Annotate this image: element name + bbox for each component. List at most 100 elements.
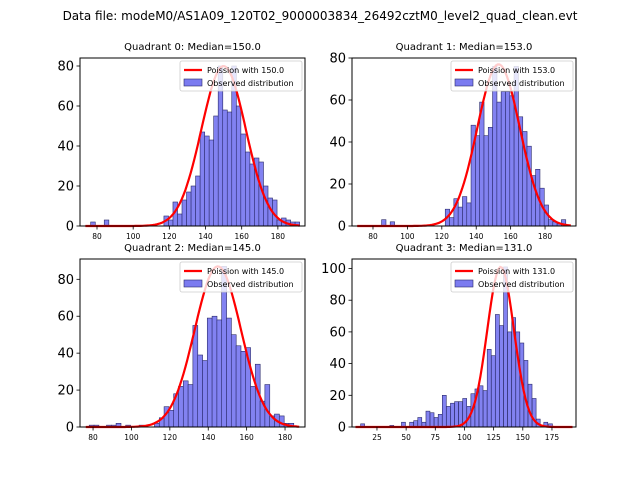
histogram-bar [490,355,496,428]
legend: Poission with 131.0 Observed distribution [450,261,574,293]
y-tick-label: 80 [329,52,346,67]
subplot-quadrant-0: Quadrant 0: Median=150.0 0 20 40 60 80 80 100 12… [57,42,306,241]
y-tick-label: 40 [57,347,74,362]
legend-label-poisson: Poission with 131.0 [478,267,555,276]
histogram-bar [197,354,203,428]
x-tick-label: 180 [538,232,553,241]
histogram-bar [433,417,439,428]
histogram-bar [478,385,484,428]
x-tick-label: 160 [503,232,518,241]
figure-suptitle: Data file: modeM0/AS1A09_120T02_90000038… [62,9,578,23]
histogram-bar [466,202,472,227]
legend-box [179,261,303,293]
x-tick-label: 150 [516,433,531,442]
histogram-bar [230,334,237,428]
histogram-bar [240,351,247,428]
x-tick-label: 175 [545,433,560,442]
x-tick-label: 140 [469,232,484,241]
legend-bar-swatch [454,279,474,288]
histogram-bar [458,401,463,428]
y-tick-label: 40 [329,357,346,372]
histogram-bar [245,151,251,227]
histogram-bar [178,386,184,428]
subplot-title: Quadrant 0: Median=150.0 [124,42,261,53]
histogram-bar [192,325,199,428]
legend-label-poisson: Poission with 145.0 [207,267,284,276]
x-tick-label: 100 [400,232,415,241]
histogram-bar [240,133,246,227]
histogram-bar [190,185,196,227]
x-tick-label: 100 [124,433,139,442]
histogram-bar [168,219,174,227]
histogram-bar [446,406,451,428]
legend: Poission with 150.0 Observed distribution [179,60,303,92]
y-tick-label: 80 [57,60,74,75]
histogram-bar [450,402,455,428]
legend-bar-swatch [183,78,203,87]
histogram-bar [213,115,219,227]
x-tick-label: 180 [271,232,286,241]
x-tick-label: 140 [198,232,213,241]
y-tick-label: 0 [66,421,74,436]
legend-label-poisson: Poission with 150.0 [207,66,284,75]
legend-bar-swatch [454,78,474,87]
histogram-bar [263,185,269,227]
y-tick-label: 60 [57,310,74,325]
histogram-bar [425,410,431,428]
x-tick-label: 140 [201,433,216,442]
x-tick-label: 100 [457,433,472,442]
histogram-bar [475,135,481,227]
x-tick-label: 80 [368,232,378,241]
histogram-bar [235,345,242,428]
subplot-title: Quadrant 1: Median=153.0 [396,42,533,53]
x-tick-label: 80 [88,433,98,442]
x-tick-label: 120 [163,433,178,442]
y-tick-label: 40 [329,136,346,151]
legend: Poission with 145.0 Observed distribution [179,261,303,293]
histogram-bar [507,331,512,428]
y-tick-label: 20 [329,389,346,404]
histogram-bar [500,91,506,227]
x-tick-label: 160 [235,232,250,241]
subplot-quadrant-2: Quadrant 2: Median=145.0 0 20 40 60 80 80 100 12… [57,243,306,442]
x-tick-label: 80 [92,232,102,241]
y-tick-label: 60 [329,94,346,109]
subplot-title: Quadrant 2: Median=145.0 [124,243,261,254]
histogram-bar [495,314,500,428]
x-tick-label: 180 [278,433,293,442]
axes-frame [79,258,306,428]
legend-box [179,60,303,92]
histogram-bar [487,127,493,227]
histogram-bar [250,386,256,428]
y-tick-label: 40 [57,140,74,155]
histogram-bar [462,196,468,227]
x-tick-label: 120 [435,232,450,241]
x-tick-label: 160 [239,433,254,442]
histogram-bar [527,383,533,428]
y-tick-label: 20 [329,178,346,193]
histogram-bar [505,91,511,227]
x-tick-label: 50 [401,433,411,442]
y-tick-label: 60 [329,325,346,340]
histogram-bar [186,191,192,227]
histogram-bar [226,317,232,428]
subplot-title: Quadrant 3: Median=131.0 [396,243,533,254]
subplot-quadrant-3: Quadrant 3: Median=131.0 0 20 40 60 80 100 25 50… [321,243,577,442]
axes-frame [351,258,577,428]
x-tick-label: 25 [372,433,382,442]
histogram-bar [429,412,435,428]
histogram-bar [509,95,515,227]
legend-box [450,261,574,293]
y-tick-label: 20 [57,384,74,399]
histogram-bar [211,315,218,428]
histogram-bar [204,135,210,227]
x-tick-label: 75 [431,433,441,442]
histogram-bar [496,101,502,227]
y-tick-label: 0 [338,421,346,436]
histogram-bar [249,163,255,227]
histogram-bar [177,213,183,227]
legend: Poission with 153.0 Observed distribution [450,60,574,92]
histogram-bar [483,135,489,227]
histogram-bar [206,317,213,428]
